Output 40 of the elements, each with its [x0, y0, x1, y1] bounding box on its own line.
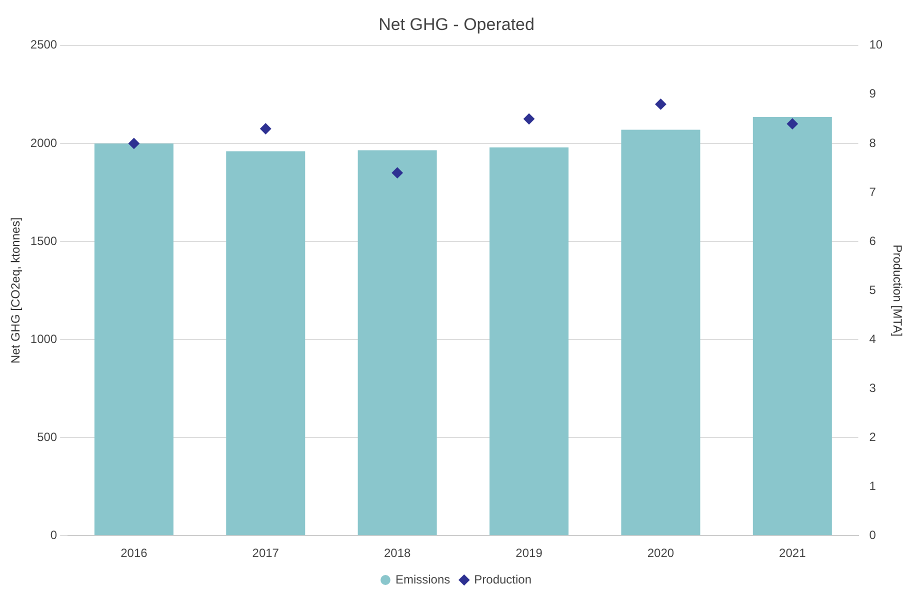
x-tick-label: 2021 — [779, 546, 806, 560]
y-axis-title: Net GHG [CO2eq, ktonnes] — [8, 217, 23, 364]
y-tick-label: 2000 — [30, 136, 58, 150]
bar — [94, 143, 174, 536]
point — [260, 123, 272, 134]
x-tick-label: 2017 — [252, 546, 280, 560]
y2-tick-label: 4 — [869, 332, 876, 346]
y-tick-label: 2500 — [30, 38, 58, 52]
y2-tick-label: 5 — [869, 282, 876, 297]
point — [392, 167, 403, 178]
bar — [490, 147, 569, 536]
x-tick-label: 2018 — [384, 546, 411, 560]
x-tick-label: 2019 — [516, 546, 543, 560]
point — [655, 98, 666, 110]
bar — [752, 116, 832, 536]
y2-axis-title: Production [MTA] — [890, 244, 904, 336]
y2-tick-label: 3 — [869, 380, 876, 395]
y2-tick-label: 8 — [869, 136, 876, 150]
chart-title: Net GHG - Operated — [378, 14, 534, 34]
point — [786, 118, 798, 130]
y2-tick-label: 1 — [869, 478, 876, 493]
point — [524, 113, 535, 124]
y2-tick-label: 7 — [869, 184, 876, 199]
y2-tick-label: 2 — [869, 430, 876, 444]
bar — [358, 150, 437, 536]
y-tick-label: 1500 — [30, 234, 58, 248]
bar — [226, 151, 306, 536]
x-tick-label: 2020 — [647, 546, 674, 560]
y2-tick-label: 9 — [869, 86, 876, 101]
y2-tick-label: 6 — [869, 234, 876, 248]
legend-label: Emissions — [395, 572, 450, 586]
y-tick-label: 0 — [50, 528, 58, 542]
legend-label: Production — [474, 572, 532, 586]
y2-tick-label: 0 — [869, 528, 876, 542]
y-tick-label: 500 — [37, 430, 58, 444]
x-tick-label: 2016 — [120, 546, 148, 560]
y-tick-label: 1000 — [30, 332, 58, 346]
bar — [621, 130, 700, 536]
y2-tick-label: 10 — [869, 38, 883, 52]
point — [128, 138, 140, 149]
